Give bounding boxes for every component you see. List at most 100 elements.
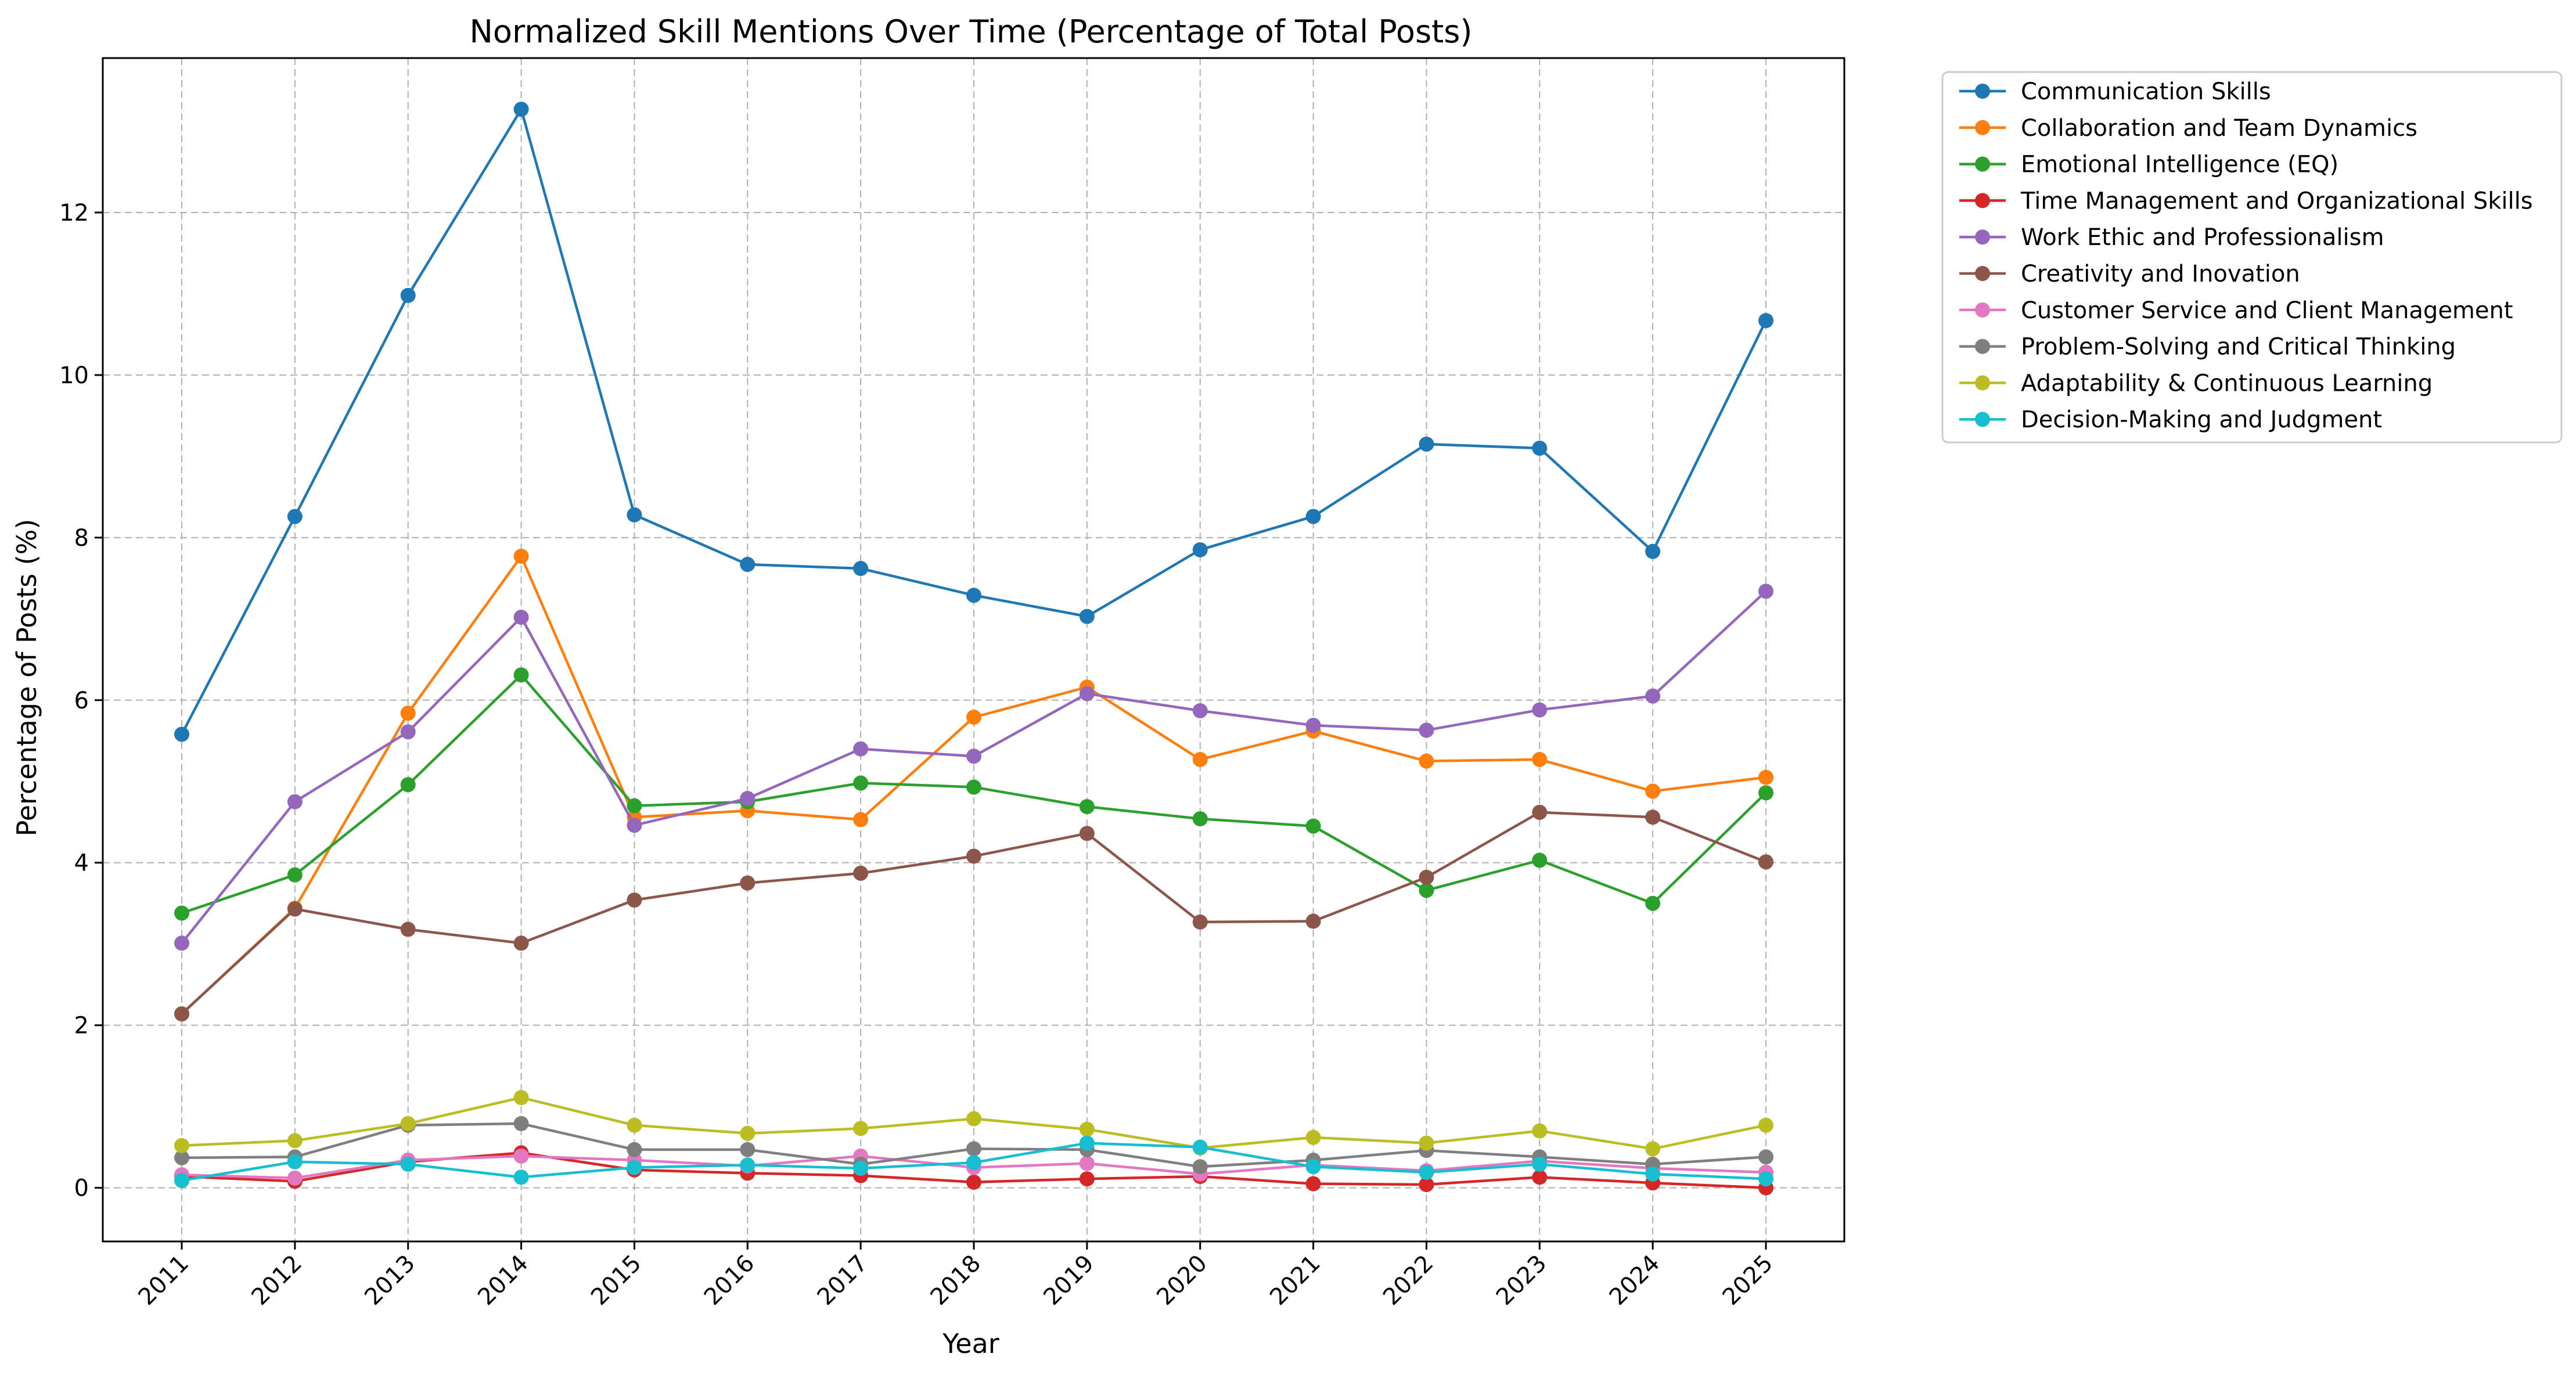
data-point — [1305, 818, 1321, 834]
legend-entry: Time Management and Organizational Skill… — [1959, 188, 2533, 214]
data-point — [1305, 1159, 1321, 1175]
data-point — [966, 1111, 981, 1126]
data-point — [513, 610, 529, 625]
data-point — [1079, 826, 1095, 841]
legend-entry: Customer Service and Client Management — [1959, 297, 2513, 324]
data-point — [1192, 542, 1208, 557]
data-point — [1758, 1149, 1773, 1165]
data-point — [1532, 440, 1548, 456]
data-point — [1645, 783, 1661, 799]
data-point — [740, 1142, 755, 1157]
legend-box — [1941, 71, 2563, 444]
data-point — [1758, 1117, 1773, 1133]
data-point — [174, 905, 189, 921]
data-point — [966, 710, 981, 725]
data-point — [1192, 751, 1208, 767]
y-axis-label: Percentage of Posts (%) — [11, 519, 42, 837]
data-point — [966, 748, 981, 764]
data-point — [1532, 1157, 1548, 1172]
data-point — [513, 935, 529, 951]
data-point — [853, 741, 869, 757]
data-point — [513, 1169, 529, 1185]
legend-marker — [1975, 193, 1990, 208]
data-point — [853, 561, 869, 577]
legend-entry: Decision-Making and Judgment — [1959, 406, 2382, 433]
data-point — [1758, 854, 1773, 870]
data-point — [966, 1141, 981, 1157]
data-point — [966, 1155, 981, 1171]
series-group — [174, 102, 1773, 742]
data-point — [1645, 1166, 1661, 1182]
legend-entry: Communication Skills — [1959, 78, 2271, 105]
data-point — [1079, 1156, 1095, 1171]
data-point — [1758, 1171, 1773, 1187]
data-point — [1419, 1177, 1434, 1193]
data-point — [287, 901, 303, 917]
data-point — [1079, 686, 1095, 701]
data-point — [966, 779, 981, 795]
series-group — [174, 1116, 1773, 1175]
legend-marker — [1975, 229, 1990, 245]
data-point — [400, 1157, 416, 1172]
data-point — [1192, 1159, 1208, 1175]
data-point — [966, 848, 981, 864]
data-point — [174, 935, 189, 951]
data-point — [627, 818, 642, 833]
legend-entry: Problem-Solving and Critical Thinking — [1959, 334, 2456, 361]
y-tick-label: 2 — [74, 1013, 89, 1039]
series-group — [174, 584, 1773, 951]
data-point — [1419, 1165, 1434, 1180]
legend-marker — [1975, 156, 1990, 172]
data-point — [853, 865, 869, 881]
data-point — [287, 1154, 303, 1169]
legend-marker — [1975, 302, 1990, 318]
data-point — [1079, 609, 1095, 624]
legend-label: Creativity and Inovation — [2021, 261, 2300, 287]
data-point — [1192, 811, 1208, 827]
x-axis-label: Year — [942, 1328, 999, 1359]
legend-entry: Adaptability & Continuous Learning — [1959, 370, 2433, 397]
data-point — [1645, 688, 1661, 704]
data-point — [853, 1121, 869, 1136]
data-point — [1758, 769, 1773, 785]
data-point — [287, 867, 303, 883]
series-group — [174, 667, 1773, 921]
data-point — [627, 1142, 642, 1157]
data-point — [174, 1150, 189, 1165]
data-point — [513, 1090, 529, 1106]
data-point — [400, 1116, 416, 1132]
data-point — [287, 1133, 303, 1149]
data-point — [1079, 1121, 1095, 1137]
data-point — [400, 777, 416, 793]
data-point — [1079, 1171, 1095, 1187]
legend-label: Decision-Making and Judgment — [2021, 406, 2382, 433]
data-point — [1419, 753, 1434, 769]
legend-marker — [1975, 84, 1990, 99]
data-point — [1645, 895, 1661, 911]
legend-label: Communication Skills — [2021, 78, 2271, 105]
data-point — [1532, 702, 1548, 718]
data-point — [1645, 809, 1661, 825]
legend-entry: Creativity and Inovation — [1959, 261, 2300, 287]
data-point — [1305, 1176, 1321, 1192]
data-point — [1419, 1135, 1434, 1151]
data-point — [174, 1173, 189, 1189]
data-point — [174, 726, 189, 742]
data-point — [1645, 1141, 1661, 1157]
legend-label: Emotional Intelligence (EQ) — [2021, 152, 2338, 178]
data-point — [1305, 509, 1321, 524]
data-point — [1758, 785, 1773, 801]
data-point — [740, 557, 755, 573]
legend-label: Problem-Solving and Critical Thinking — [2021, 334, 2456, 361]
data-point — [1305, 718, 1321, 733]
data-point — [853, 775, 869, 791]
y-tick-label: 8 — [74, 525, 89, 552]
legend-label: Collaboration and Team Dynamics — [2021, 115, 2417, 142]
data-point — [740, 875, 755, 891]
data-point — [287, 1170, 303, 1186]
data-point — [1079, 1135, 1095, 1151]
data-point — [740, 791, 755, 807]
data-point — [1532, 1169, 1548, 1185]
legend-label: Time Management and Organizational Skill… — [2020, 188, 2533, 214]
y-tick-label: 10 — [59, 362, 89, 389]
